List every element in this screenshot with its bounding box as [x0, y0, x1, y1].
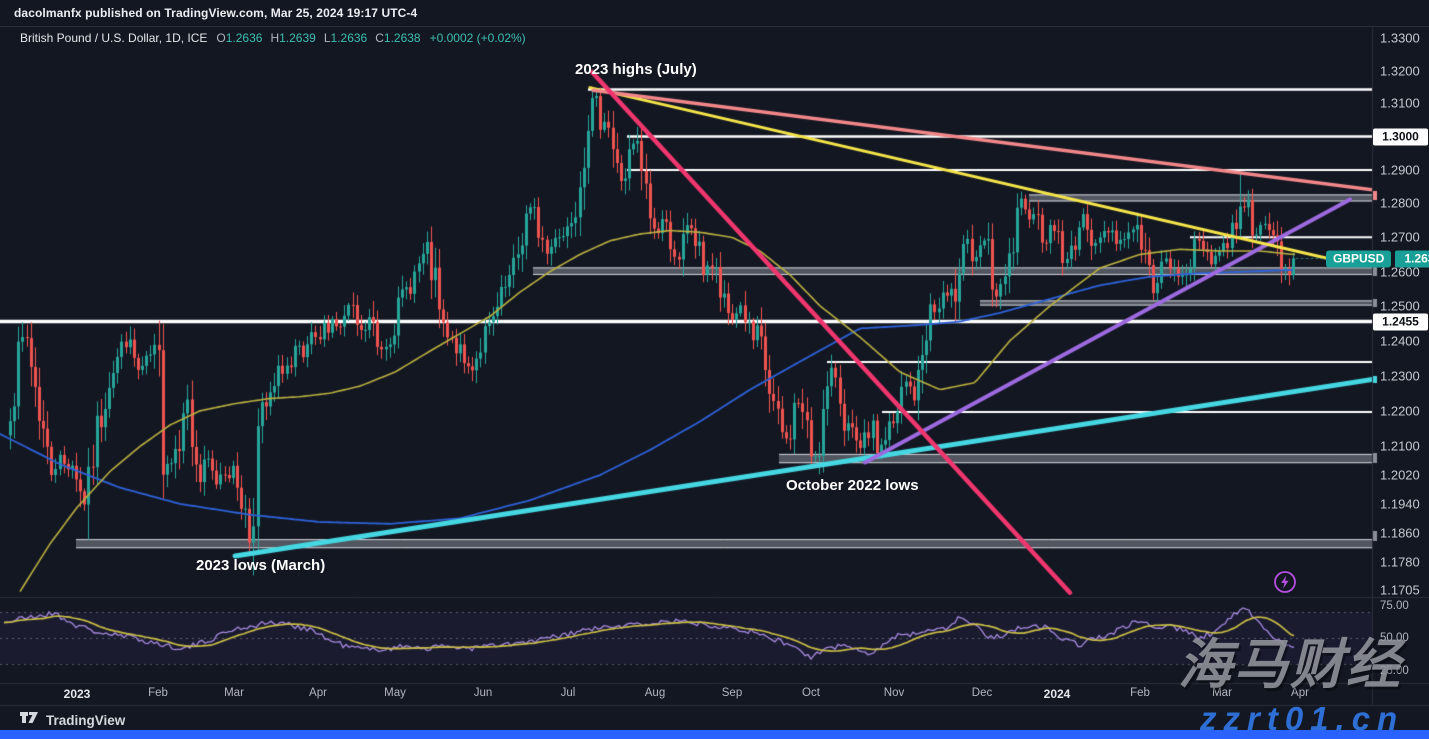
time-tick-Jun: Jun [473, 687, 493, 699]
tradingview-footer-logo[interactable]: TradingView [20, 710, 125, 730]
rsi-tick-25.00: 25.00 [1380, 664, 1409, 677]
price-tick-1.1860: 1.1860 [1380, 525, 1420, 541]
attribution-bar: dacolmanfx published on TradingView.com,… [0, 0, 1429, 27]
time-tick-2024: 2024 [1043, 687, 1071, 701]
ohlc-item: O1.2636 [216, 31, 263, 45]
price-tick-1.3200: 1.3200 [1380, 63, 1420, 79]
price-level-box-1.2455: 1.2455 [1373, 313, 1428, 330]
time-tick-Apr: Apr [1291, 687, 1309, 699]
symbol-title: British Pound / U.S. Dollar, 1D, ICE [20, 31, 208, 45]
last-price-value: 1.2638 [1395, 250, 1429, 267]
price-tick-1.2400: 1.2400 [1380, 333, 1420, 349]
ohlc-values: O1.2636 H1.2639 L1.2636 C1.2638 [216, 31, 420, 45]
change-value: +0.0002 (+0.02%) [429, 31, 526, 45]
price-tick-1.2200: 1.2200 [1380, 403, 1420, 419]
time-tick-Oct: Oct [802, 687, 820, 699]
tradingview-brand-text: TradingView [46, 712, 126, 728]
time-tick-May: May [384, 687, 406, 699]
price-tick-1.1780: 1.1780 [1380, 554, 1420, 570]
price-tick-1.1940: 1.1940 [1380, 496, 1420, 512]
price-tick-1.2500: 1.2500 [1380, 298, 1420, 314]
annotation-2023-highs: 2023 highs (July) [575, 61, 697, 78]
time-tick-Jul: Jul [560, 687, 576, 699]
time-tick-Sep: Sep [721, 687, 743, 699]
time-tick-Mar: Mar [1212, 687, 1232, 699]
time-tick-Apr: Apr [309, 687, 327, 699]
time-tick-Dec: Dec [971, 687, 993, 699]
last-price-tag: GBPUSD 1.2638 [1326, 250, 1429, 267]
time-tick-Mar: Mar [224, 687, 244, 699]
time-tick-Feb: Feb [1130, 687, 1150, 699]
time-tick-Nov: Nov [883, 687, 905, 699]
time-tick-Feb: Feb [148, 687, 168, 699]
boost-lightning-icon[interactable] [1273, 570, 1297, 594]
rsi-tick-50.00: 50.00 [1380, 632, 1409, 644]
price-tick-1.2100: 1.2100 [1380, 438, 1420, 454]
ohlc-item: L1.2636 [323, 31, 368, 45]
time-tick-2023: 2023 [63, 687, 91, 701]
ohlc-item: C1.2638 [375, 31, 421, 45]
annotation-october-2022-lows: October 2022 lows [786, 477, 919, 494]
price-tick-1.1705: 1.1705 [1380, 582, 1420, 598]
rsi-tick-75.00: 75.00 [1380, 599, 1409, 612]
price-tick-1.2900: 1.2900 [1380, 162, 1420, 178]
price-tick-1.3100: 1.3100 [1380, 95, 1420, 111]
price-level-box-1.3000: 1.3000 [1373, 128, 1428, 146]
price-tick-1.2020: 1.2020 [1380, 467, 1420, 483]
tradingview-logo-icon [20, 710, 39, 730]
price-tick-1.3300: 1.3300 [1380, 30, 1420, 46]
attribution-text: dacolmanfx published on TradingView.com,… [14, 6, 418, 20]
price-tick-1.2700: 1.2700 [1380, 229, 1420, 245]
annotation-2023-lows: 2023 lows (March) [196, 557, 326, 574]
last-price-symbol: GBPUSD [1326, 250, 1392, 267]
price-tick-1.2800: 1.2800 [1380, 195, 1420, 211]
bottom-accent-bar [0, 730, 1429, 739]
price-tick-1.2300: 1.2300 [1380, 368, 1420, 384]
symbol-legend[interactable]: British Pound / U.S. Dollar, 1D, ICE O1.… [20, 31, 526, 45]
price-tick-1.2600: 1.2600 [1380, 264, 1420, 280]
time-tick-Aug: Aug [644, 687, 666, 699]
ohlc-item: H1.2639 [270, 31, 316, 45]
